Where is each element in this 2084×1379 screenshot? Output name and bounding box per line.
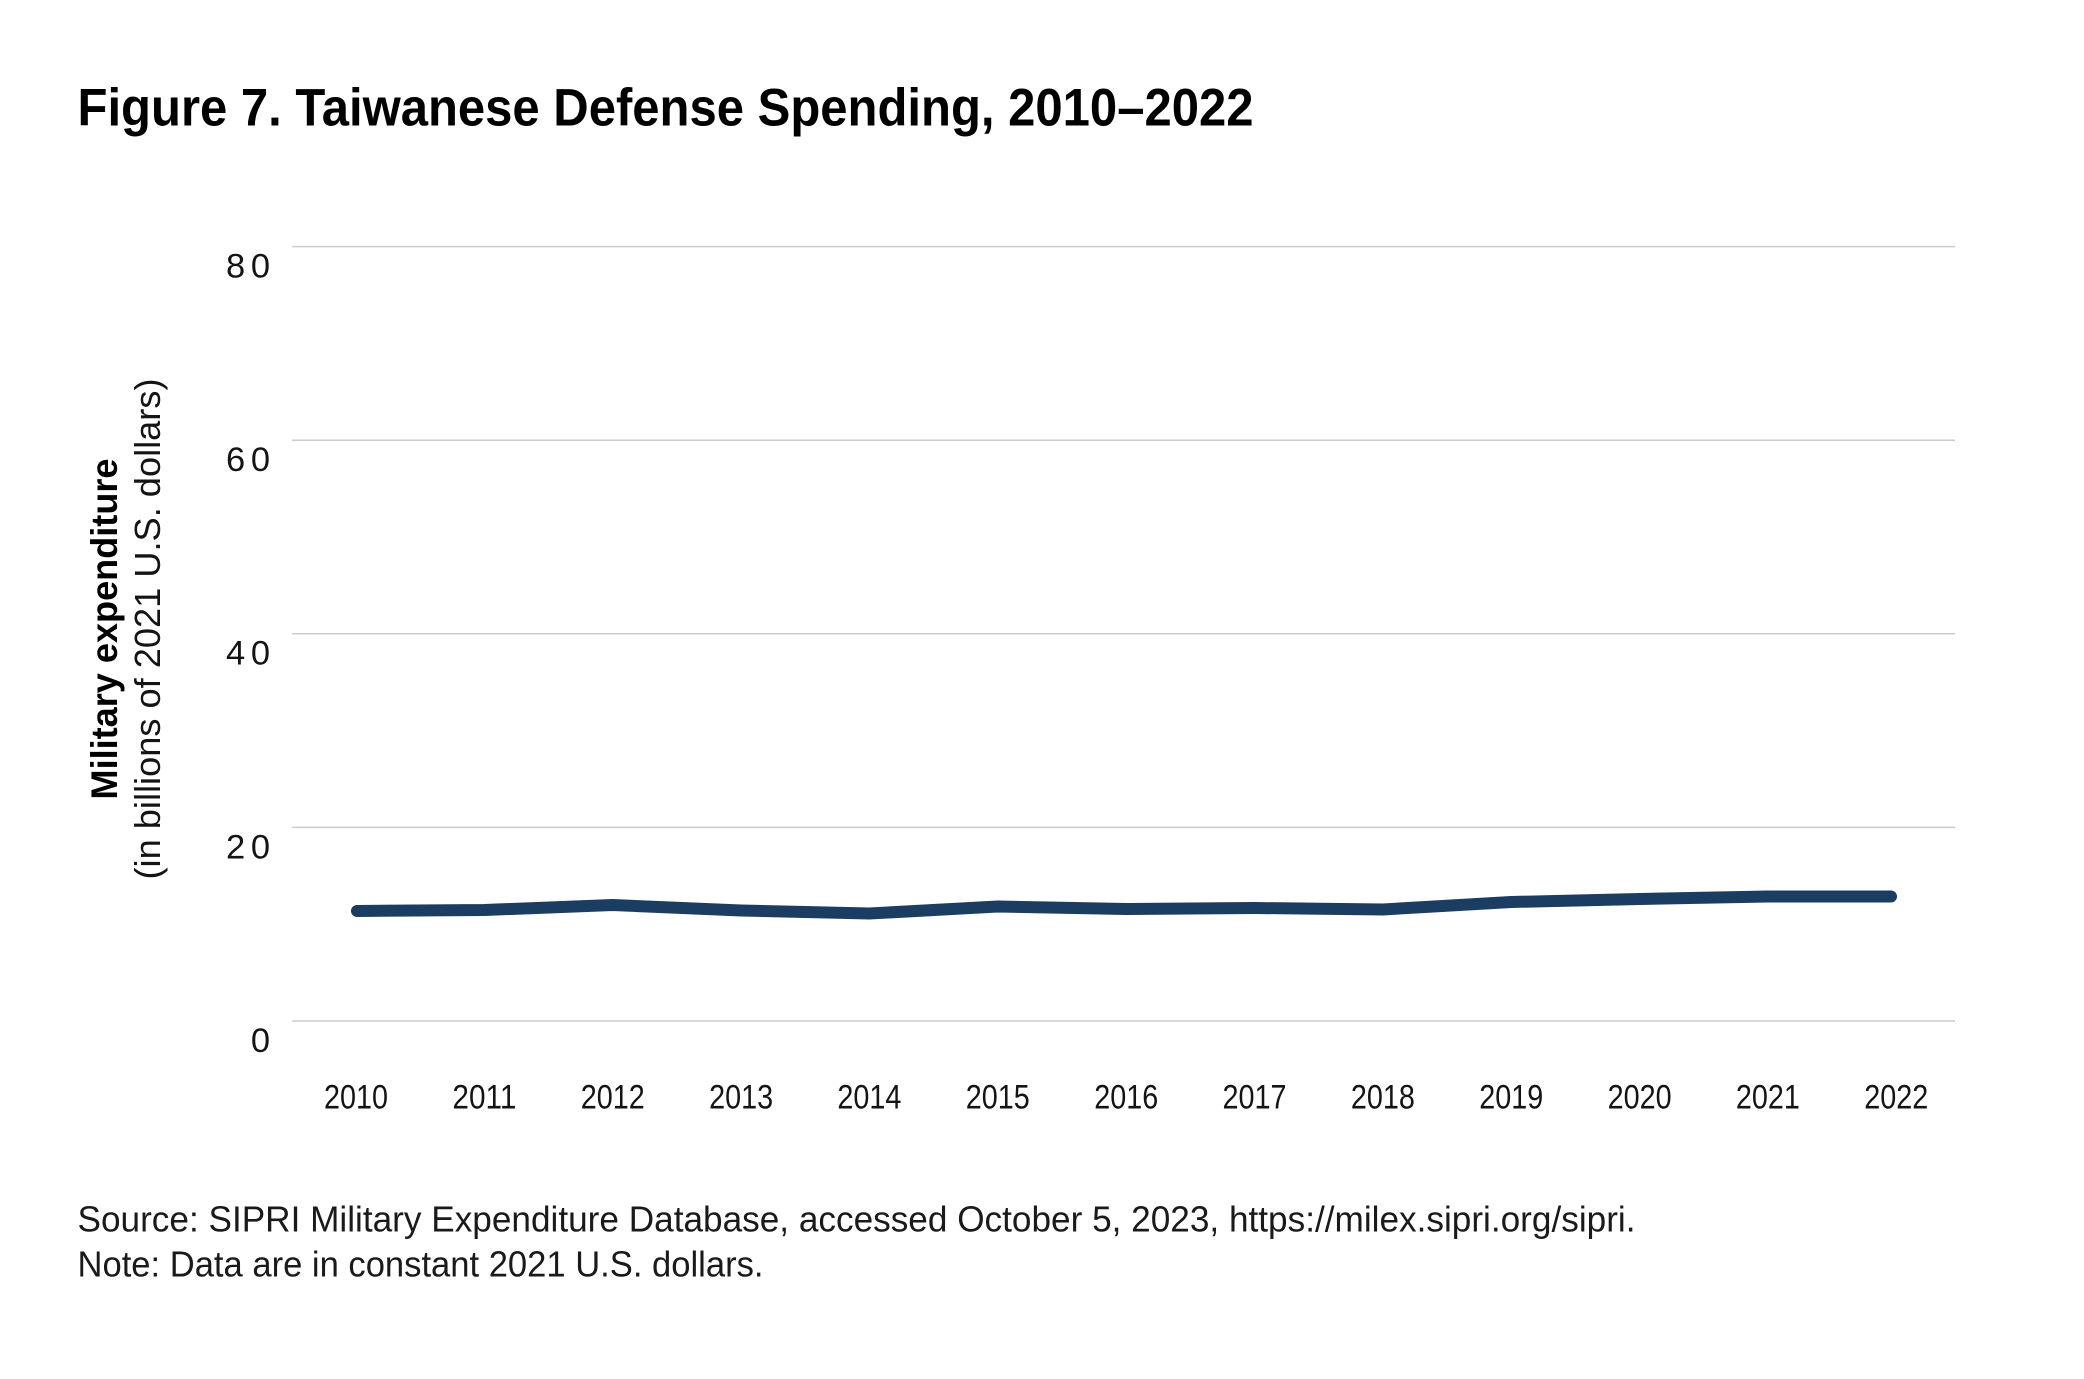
svg-text:(in billions of 2021 U.S. doll: (in billions of 2021 U.S. dollars) [127,379,168,880]
svg-text:Note: Data are in constant 202: Note: Data are in constant 2021 U.S. dol… [78,1243,764,1284]
svg-text:2010: 2010 [324,1079,388,1117]
svg-text:2020: 2020 [1608,1079,1672,1117]
svg-text:Source: SIPRI Military Expendi: Source: SIPRI Military Expenditure Datab… [78,1198,1636,1239]
svg-text:2014: 2014 [837,1079,901,1117]
svg-text:2015: 2015 [966,1079,1030,1117]
svg-text:2017: 2017 [1223,1079,1287,1117]
svg-text:2012: 2012 [581,1079,645,1117]
svg-text:2016: 2016 [1094,1079,1158,1117]
svg-text:2011: 2011 [452,1079,516,1117]
svg-text:2022: 2022 [1864,1079,1928,1117]
svg-text:2013: 2013 [709,1079,773,1117]
svg-text:Figure 7. Taiwanese Defense Sp: Figure 7. Taiwanese Defense Spending, 20… [78,78,1254,137]
svg-text:Military expenditure: Military expenditure [84,459,125,800]
svg-text:2019: 2019 [1479,1079,1543,1117]
svg-text:2021: 2021 [1736,1079,1800,1117]
svg-text:0: 0 [251,1022,270,1060]
svg-text:2018: 2018 [1351,1079,1415,1117]
